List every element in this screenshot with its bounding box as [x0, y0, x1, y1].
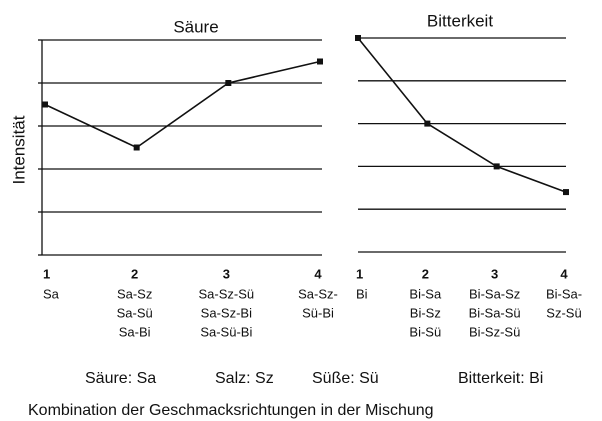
legend-item: Salz: Sz [215, 370, 274, 387]
data-line [44, 60, 321, 149]
x-tick-detail: Bi-Sa-Sz [469, 286, 520, 301]
x-tick-detail: Sa-Sz [117, 286, 152, 301]
x-tick-label: 1 [356, 266, 363, 281]
x-tick-detail: Sz-Sü [546, 305, 581, 320]
chart-title: Säure [173, 17, 218, 36]
data-point [317, 58, 323, 65]
x-tick-label: 4 [560, 266, 568, 281]
x-tick-detail: Bi-Sa-Sü [469, 305, 521, 320]
x-tick-detail: Sa [43, 286, 60, 301]
legend-item: Bitterkeit: Bi [458, 370, 543, 387]
x-axis-label: Kombination der Geschmacksrichtungen in … [28, 402, 434, 419]
data-point [42, 101, 48, 108]
data-line [357, 37, 567, 193]
legend-item: Süße: Sü [312, 370, 379, 387]
x-tick-detail: Sa-Sz-Bi [201, 305, 252, 320]
x-tick-label: 2 [422, 266, 429, 281]
data-point [493, 163, 500, 170]
x-tick-label: 1 [43, 266, 50, 281]
x-tick-detail: Sa-Bi [119, 324, 151, 339]
x-tick-label: 2 [131, 266, 138, 281]
data-point [424, 120, 431, 127]
x-tick-detail: Sa-Sü-Bi [200, 324, 252, 339]
x-tick-label: 4 [314, 266, 322, 281]
data-point [563, 189, 569, 196]
x-tick-detail: Sü-Bi [302, 305, 334, 320]
x-tick-detail: Bi-Sü [409, 324, 441, 339]
x-tick-detail: Bi-Sz [410, 305, 441, 320]
y-axis-label: Intensität [9, 115, 28, 184]
x-tick-detail: Sa-Sz- [298, 286, 338, 301]
data-point [133, 144, 140, 151]
chart-title: Bitterkeit [427, 11, 493, 30]
x-tick-detail: Bi-Sz-Sü [469, 324, 520, 339]
data-point [225, 80, 232, 86]
legend-item: Säure: Sa [85, 370, 156, 387]
x-tick-label: 3 [223, 266, 230, 281]
x-tick-detail: Bi [356, 286, 368, 301]
x-tick-label: 3 [491, 266, 498, 281]
x-tick-detail: Bi-Sa [409, 286, 442, 301]
data-point [355, 35, 361, 41]
x-tick-detail: Sa-Sü [117, 305, 153, 320]
x-tick-detail: Bi-Sa- [546, 286, 582, 301]
x-tick-detail: Sa-Sz-Sü [199, 286, 255, 301]
